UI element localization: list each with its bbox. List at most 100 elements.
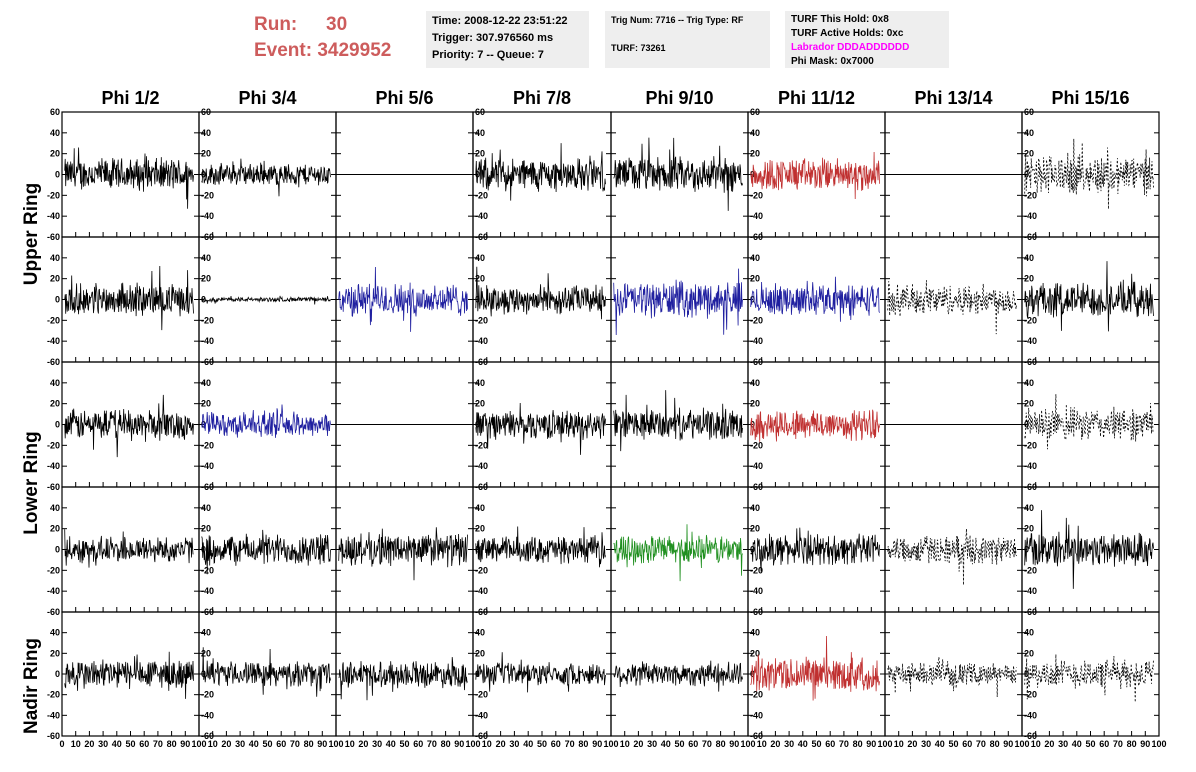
y-tick-label: -40 xyxy=(750,586,763,596)
y-tick-label: 20 xyxy=(201,274,211,284)
x-tick-label: 10 xyxy=(757,739,767,749)
waveform-trace xyxy=(1024,138,1154,210)
x-tick-label: 100 xyxy=(1151,739,1166,749)
x-tick-label: 40 xyxy=(249,739,259,749)
x-tick-label: 20 xyxy=(1044,739,1054,749)
x-tick-label: 60 xyxy=(139,739,149,749)
y-tick-label: 20 xyxy=(1024,399,1034,409)
y-tick-label: -20 xyxy=(750,690,763,700)
y-tick-label: 60 xyxy=(475,107,485,117)
column-title: Phi 5/6 xyxy=(375,88,433,108)
x-tick-label: 40 xyxy=(112,739,122,749)
y-tick-label: -40 xyxy=(1024,710,1037,720)
y-tick-label: 40 xyxy=(475,503,485,513)
x-tick-label: 80 xyxy=(304,739,314,749)
y-tick-label: -40 xyxy=(475,336,488,346)
x-tick-label: 90 xyxy=(1140,739,1150,749)
waveform-trace xyxy=(475,652,606,693)
x-tick-label: 90 xyxy=(180,739,190,749)
column-title: Phi 9/10 xyxy=(645,88,713,108)
y-tick-label: 40 xyxy=(1024,503,1034,513)
y-tick-label: -20 xyxy=(1024,565,1037,575)
y-tick-label: -20 xyxy=(201,440,214,450)
x-tick-label: 60 xyxy=(962,739,972,749)
timing-info-box: Time: 2008-12-22 23:51:22 Trigger: 307.9… xyxy=(426,11,589,68)
y-tick-label: 20 xyxy=(475,399,485,409)
y-tick-label: -40 xyxy=(1024,586,1037,596)
y-tick-label: 20 xyxy=(750,648,760,658)
y-tick-label: -40 xyxy=(47,586,60,596)
x-tick-label: 20 xyxy=(633,739,643,749)
turf-this-hold-text: TURF This Hold: 0x8 xyxy=(791,14,889,25)
x-tick-label: 50 xyxy=(1085,739,1095,749)
waveform-trace xyxy=(613,268,743,336)
waveform-trace xyxy=(201,158,331,197)
y-tick-label: -40 xyxy=(1024,211,1037,221)
x-tick-label: 20 xyxy=(84,739,94,749)
run-line: Run: 30 xyxy=(254,12,391,38)
x-tick-label: 60 xyxy=(1099,739,1109,749)
waveform-trace xyxy=(613,137,743,211)
y-tick-label: 40 xyxy=(750,378,760,388)
y-tick-label: 40 xyxy=(1024,253,1034,263)
phi-mask-text: Phi Mask: 0x7000 xyxy=(791,56,874,67)
y-tick-label: -20 xyxy=(47,315,60,325)
y-tick-label: 0 xyxy=(475,545,480,555)
run-label: Run: xyxy=(254,14,298,35)
y-tick-label: 20 xyxy=(750,149,760,159)
y-tick-label: -20 xyxy=(750,440,763,450)
waveform-trace xyxy=(64,651,194,699)
x-tick-label: 80 xyxy=(441,739,451,749)
waveform-trace xyxy=(750,635,880,701)
y-tick-label: 20 xyxy=(50,648,60,658)
y-tick-label: -40 xyxy=(47,461,60,471)
y-tick-label: 40 xyxy=(50,628,60,638)
x-tick-label: 70 xyxy=(1113,739,1123,749)
y-tick-label: -20 xyxy=(750,565,763,575)
y-tick-label: 40 xyxy=(750,253,760,263)
y-tick-label: 20 xyxy=(475,274,485,284)
y-tick-label: 40 xyxy=(750,628,760,638)
x-tick-label: 40 xyxy=(1072,739,1082,749)
y-tick-label: -40 xyxy=(201,336,214,346)
waveform-trace xyxy=(64,147,194,209)
waveform-trace xyxy=(201,529,331,575)
x-tick-label: 90 xyxy=(866,739,876,749)
y-tick-label: -40 xyxy=(475,461,488,471)
waveform-trace xyxy=(1024,654,1154,703)
y-tick-label: 20 xyxy=(50,149,60,159)
x-tick-label: 70 xyxy=(153,739,163,749)
waveform-trace xyxy=(338,527,468,581)
column-title: Phi 1/2 xyxy=(101,88,159,108)
x-tick-label: 50 xyxy=(811,739,821,749)
column-title: Phi 11/12 xyxy=(778,88,855,108)
x-tick-label: 80 xyxy=(578,739,588,749)
x-tick-label: 30 xyxy=(921,739,931,749)
y-tick-label: 20 xyxy=(750,524,760,534)
y-tick-label: 20 xyxy=(50,524,60,534)
y-tick-label: -40 xyxy=(1024,461,1037,471)
x-tick-label: 70 xyxy=(839,739,849,749)
x-tick-label: 30 xyxy=(647,739,657,749)
y-tick-label: -40 xyxy=(750,336,763,346)
run-value: 30 xyxy=(326,14,348,35)
y-tick-label: 40 xyxy=(1024,628,1034,638)
x-tick-label: 60 xyxy=(688,739,698,749)
y-tick-label: 20 xyxy=(750,274,760,284)
y-tick-label: -20 xyxy=(201,315,214,325)
y-tick-label: -40 xyxy=(201,710,214,720)
y-tick-label: -40 xyxy=(1024,336,1037,346)
y-tick-label: -20 xyxy=(1024,440,1037,450)
priority-text: Priority: 7 -- Queue: 7 xyxy=(432,49,544,61)
x-tick-label: 80 xyxy=(716,739,726,749)
y-tick-label: 40 xyxy=(475,253,485,263)
x-tick-label: 40 xyxy=(523,739,533,749)
run-event-block: Run: 30 Event: 3429952 xyxy=(254,12,391,64)
turf-active-holds-text: TURF Active Holds: 0xc xyxy=(791,28,904,39)
y-tick-label: 0 xyxy=(1024,420,1029,430)
y-tick-label: -40 xyxy=(47,710,60,720)
y-tick-label: -20 xyxy=(1024,190,1037,200)
labrador-text: Labrador DDDADDDDDD xyxy=(791,42,910,53)
turf-text: TURF: 73261 xyxy=(611,43,666,53)
